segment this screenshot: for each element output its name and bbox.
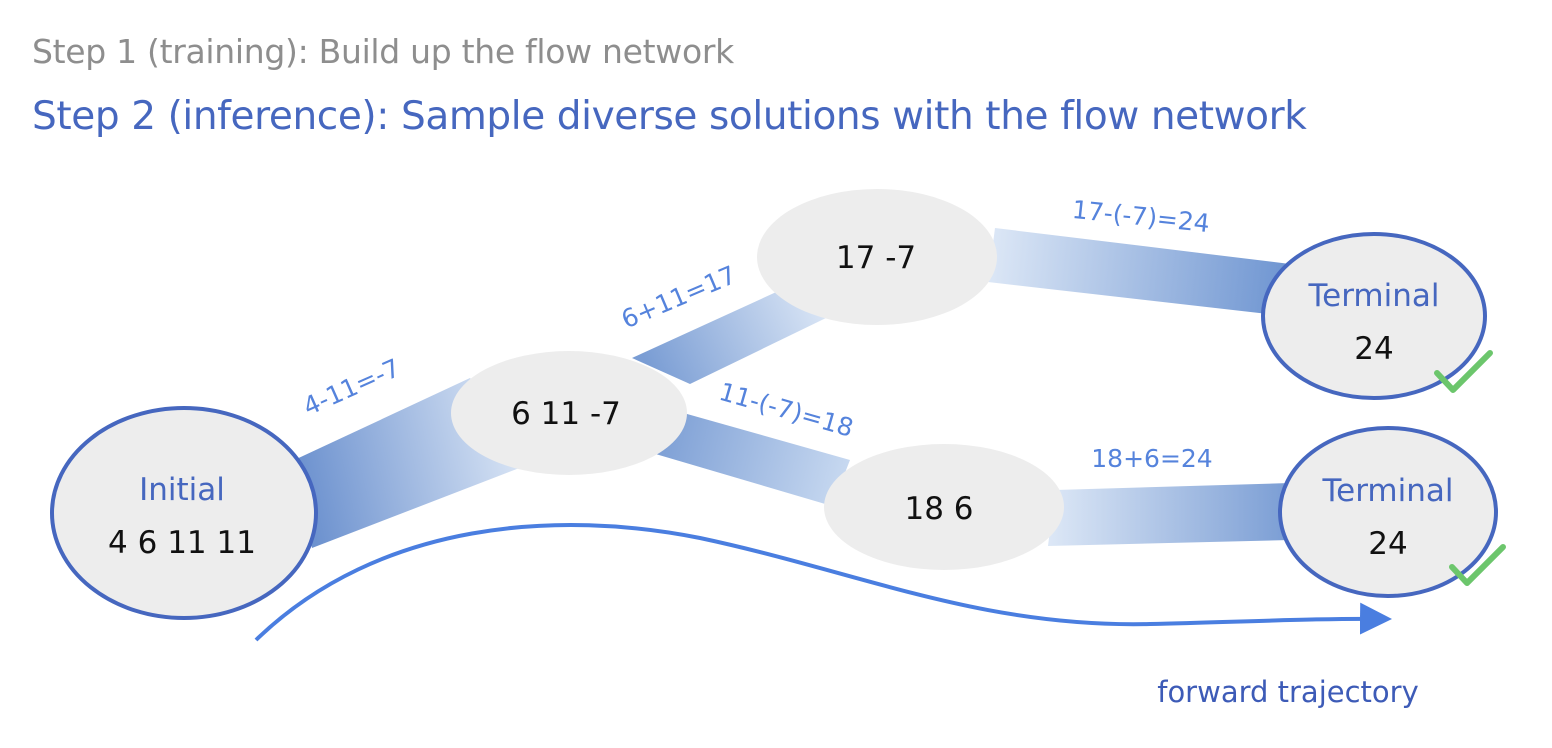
edge-label-17-minus-7: 17-(-7)=24 [1071,195,1211,238]
step1-title: Step 1 (training): Build up the flow net… [32,32,734,71]
forward-trajectory-label: forward trajectory [1157,675,1419,709]
flow-band-b-to-terminal-top [988,228,1290,314]
node-initial: Initial 4 6 11 11 [50,406,318,620]
node-state-b-value: 17 -7 [836,240,916,276]
node-terminal-bottom-title: Terminal [1321,473,1453,509]
check-icon [1434,350,1493,393]
flow-band-c-to-terminal-bottom [1048,483,1290,546]
node-initial-value: 4 6 11 11 [108,525,256,561]
node-terminal-top-title: Terminal [1307,278,1439,314]
node-state-a: 6 11 -7 [451,351,687,475]
edge-label-4-11: 4-11=-7 [299,353,405,421]
node-state-b: 17 -7 [757,189,997,325]
node-state-a-value: 6 11 -7 [511,396,621,432]
node-state-c: 18 6 [824,444,1064,570]
node-terminal-bottom-value: 24 [1368,526,1407,562]
node-state-c-value: 18 6 [904,491,973,527]
forward-trajectory-arrow [254,523,1392,642]
flow-band-a-to-c [642,412,850,506]
flow-band-a-to-b [632,288,826,384]
node-terminal-top-value: 24 [1354,331,1393,367]
node-terminal-top: Terminal 24 [1261,232,1487,400]
node-initial-title: Initial [139,472,225,508]
step2-title: Step 2 (inference): Sample diverse solut… [32,94,1307,139]
check-icon [1449,544,1506,586]
edge-label-18-6: 18+6=24 [1091,444,1212,473]
node-terminal-bottom: Terminal 24 [1278,426,1498,598]
